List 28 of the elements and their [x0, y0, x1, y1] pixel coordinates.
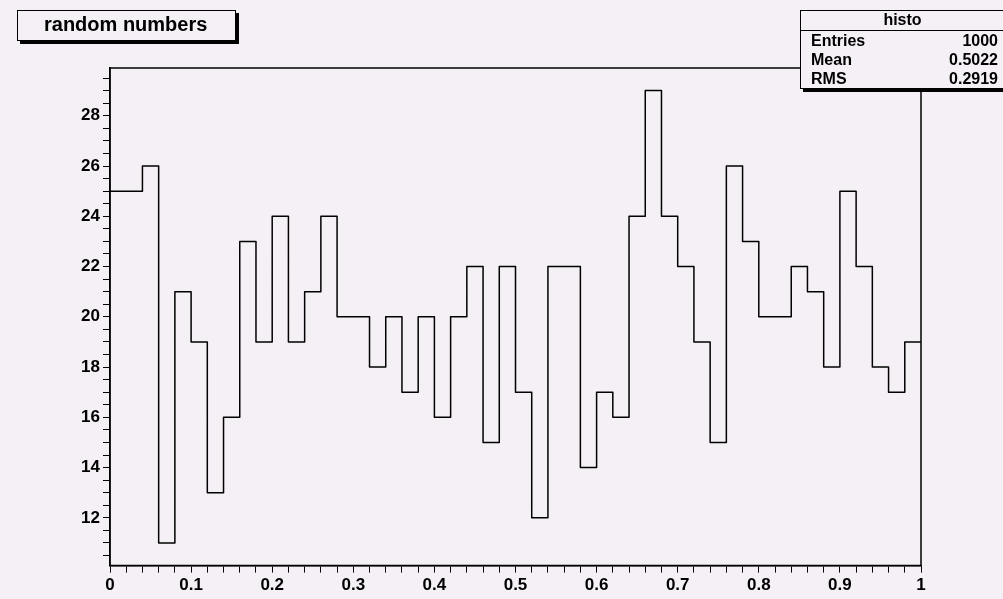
y-tick-label: 12 [81, 507, 100, 527]
y-tick-label: 28 [81, 105, 100, 125]
x-tick-label: 0.5 [503, 575, 528, 595]
x-tick-label: 0.1 [179, 575, 203, 595]
y-tick-label: 24 [81, 205, 101, 225]
x-tick-label: 0.4 [422, 575, 447, 595]
y-tick-label: 26 [81, 155, 100, 175]
text: Entries [811, 31, 866, 50]
x-tick-label: 0.7 [665, 575, 690, 595]
x-tick-label: 0 [105, 575, 115, 595]
x-tick-label: 0.6 [584, 575, 609, 595]
x-tick-label: 0.8 [746, 575, 771, 595]
y-tick-label: 20 [81, 306, 100, 326]
y-tick-label: 22 [81, 256, 100, 276]
text: 1000 [962, 31, 998, 50]
chart-title: random numbers [17, 10, 237, 41]
x-tick-label: 1 [916, 575, 926, 595]
y-tick-label: 14 [81, 457, 101, 477]
text: histo [801, 11, 1003, 31]
text: 0.5022 [949, 50, 998, 69]
x-tick-label: 0.3 [341, 575, 366, 595]
annotation: RMS [811, 69, 847, 88]
y-tick-label: 16 [81, 407, 100, 427]
x-tick-label: 0.9 [828, 575, 852, 595]
text: 0.2919 [949, 69, 998, 88]
text: Mean [811, 50, 852, 69]
y-tick-label: 18 [81, 356, 100, 376]
x-tick-label: 0.2 [260, 575, 285, 595]
